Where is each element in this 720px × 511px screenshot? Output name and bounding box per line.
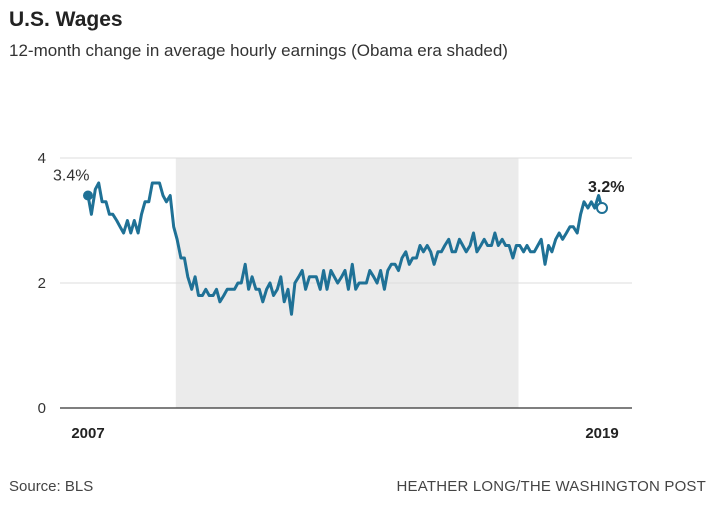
series-line bbox=[86, 181, 604, 316]
start-value-label: 3.4% bbox=[53, 168, 89, 185]
credit-line: HEATHER LONG/THE WASHINGTON POST bbox=[396, 478, 706, 495]
chart-subtitle: 12-month change in average hourly earnin… bbox=[9, 41, 508, 60]
y-tick-label: 0 bbox=[38, 400, 46, 417]
chart-title: U.S. Wages bbox=[9, 8, 123, 31]
wages-line-chart: 0 2 4 2007 2019 3.4% 3.2% bbox=[38, 150, 632, 442]
end-point-marker bbox=[596, 202, 608, 214]
y-tick-label: 2 bbox=[38, 275, 46, 292]
y-tick-label: 4 bbox=[38, 150, 46, 167]
source-note: Source: BLS bbox=[9, 478, 94, 495]
x-tick-label: 2019 bbox=[585, 425, 618, 442]
end-value-label: 3.2% bbox=[588, 179, 624, 196]
start-point-marker bbox=[83, 190, 93, 201]
x-tick-label: 2007 bbox=[71, 425, 104, 442]
